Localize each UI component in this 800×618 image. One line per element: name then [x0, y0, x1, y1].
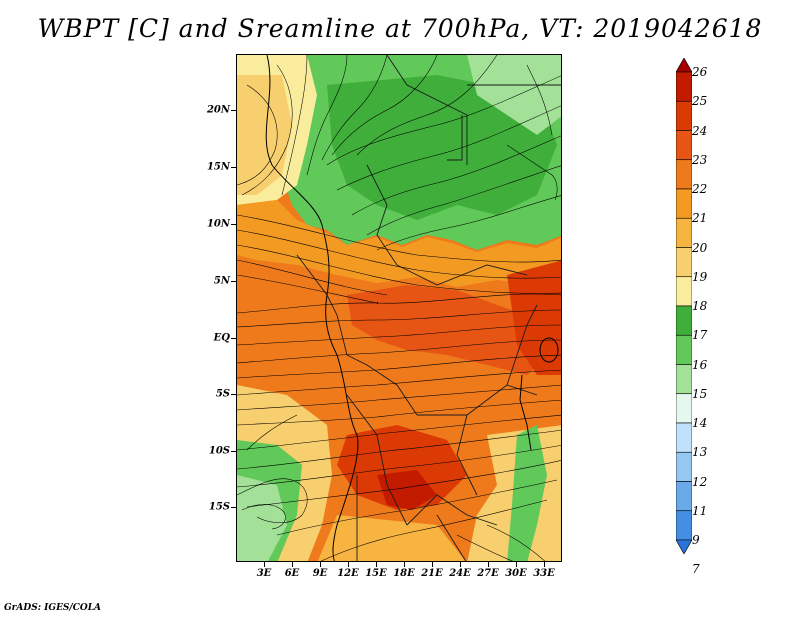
lake-victoria [539, 337, 559, 363]
lake-tanganyika [519, 374, 532, 451]
lat-label-5n: 5N [213, 275, 230, 287]
colorbar-label: 23 [692, 152, 708, 167]
colorbar-top-arrow [676, 58, 692, 73]
colorbar-label: 18 [692, 299, 708, 313]
colorbar-label: 25 [692, 94, 708, 109]
coastline [265, 55, 359, 561]
lat-tick [231, 451, 236, 452]
field-red-center [347, 285, 547, 375]
colorbar-segment [676, 100, 692, 131]
colorbar-segment [676, 247, 692, 278]
colorbar-segment [676, 159, 692, 190]
wbpt-streamline-map [237, 55, 561, 561]
longitude-axis: 3E 6E 9E 12E 15E 18E 21E 24E 27E 30E 33E [236, 562, 562, 586]
lon-label-27e: 27E [477, 568, 499, 579]
field-green-se [507, 425, 547, 561]
lon-label-33e: 33E [533, 568, 555, 579]
colorbar-segment [676, 334, 692, 365]
colorbar-label: 14 [692, 416, 708, 430]
field-red-east [507, 260, 561, 375]
lon-tick [292, 562, 293, 567]
lat-tick [231, 167, 236, 168]
colorbar-segment [676, 188, 692, 219]
colorbar-label: 24 [692, 123, 708, 138]
grads-credit: GrADS: IGES/COLA [4, 603, 102, 613]
lon-tick [320, 562, 321, 567]
colorbar-label: 26 [692, 65, 708, 79]
lon-label-21e: 21E [421, 568, 443, 579]
lon-tick [348, 562, 349, 567]
colorbar-segment [676, 481, 692, 512]
colorbar-label: 17 [692, 328, 708, 343]
colorbar [676, 58, 692, 554]
colorbar-label: 9 [692, 533, 700, 547]
lat-tick [231, 110, 236, 111]
lat-tick [231, 281, 236, 282]
lat-label-10n: 10N [206, 218, 230, 230]
colorbar-segment [676, 422, 692, 453]
colorbar-segment [676, 305, 692, 336]
lon-label-6e: 6E [284, 568, 300, 579]
field-darkred-south [377, 470, 437, 510]
latitude-axis: 20N 15N 10N 5N EQ 5S 10S 15S [0, 54, 236, 562]
colorbar-label: 20 [692, 240, 708, 255]
lon-label-15e: 15E [365, 568, 387, 579]
lon-tick [376, 562, 377, 567]
lon-label-30e: 30E [505, 568, 527, 579]
colorbar-label: 19 [692, 269, 708, 284]
colorbar-segment [676, 510, 692, 541]
lon-tick [264, 562, 265, 567]
colorbar-label: 21 [692, 211, 708, 226]
colorbar-label: 7 [692, 562, 700, 577]
colorbar-label: 22 [692, 182, 708, 196]
lon-label-12e: 12E [337, 568, 359, 579]
weather-map [236, 54, 562, 562]
colorbar-bottom-arrow [676, 539, 692, 554]
colorbar-label: 15 [692, 386, 708, 401]
country-borders [296, 55, 561, 561]
colorbar-segment [676, 130, 692, 161]
lat-label-eq: EQ [213, 332, 230, 344]
colorbar-label: 11 [692, 503, 708, 518]
lat-label-20n: 20N [206, 104, 230, 116]
colorbar-label: 16 [692, 357, 708, 372]
lat-tick [231, 507, 236, 508]
colorbar-label: 12 [692, 474, 708, 489]
field-tan-south [317, 515, 466, 561]
lat-tick [231, 224, 236, 225]
lon-tick [488, 562, 489, 567]
lat-label-10s: 10S [208, 445, 230, 457]
field-tan-nw [237, 75, 292, 195]
lon-label-3e: 3E [256, 568, 272, 579]
lon-label-9e: 9E [312, 568, 328, 579]
streamlines [237, 55, 561, 561]
lat-label-15n: 15N [206, 161, 230, 173]
field-yellow-sw [237, 385, 332, 561]
lon-tick [460, 562, 461, 567]
colorbar-label: 13 [692, 445, 708, 460]
lat-label-15s: 15S [208, 501, 230, 513]
colorbar-segment [676, 364, 692, 395]
field-light-orange-band [237, 200, 561, 287]
lon-tick [516, 562, 517, 567]
chart-title: WBPT [C] and Sreamline at 700hPa, VT: 20… [37, 14, 763, 43]
colorbar-segment [676, 71, 692, 102]
field-lightgreen-sw [237, 475, 287, 561]
lon-tick [544, 562, 545, 567]
lat-tick [231, 394, 236, 395]
lon-tick [432, 562, 433, 567]
lat-label-5s: 5S [215, 388, 230, 400]
field-lightgreen-ne [467, 55, 561, 135]
colorbar-segment [676, 276, 692, 307]
lon-label-18e: 18E [393, 568, 415, 579]
lat-tick [231, 338, 236, 339]
colorbar-segment [676, 217, 692, 248]
lon-label-24e: 24E [449, 568, 471, 579]
lon-tick [404, 562, 405, 567]
colorbar-segment [676, 451, 692, 482]
colorbar-segment [676, 393, 692, 424]
